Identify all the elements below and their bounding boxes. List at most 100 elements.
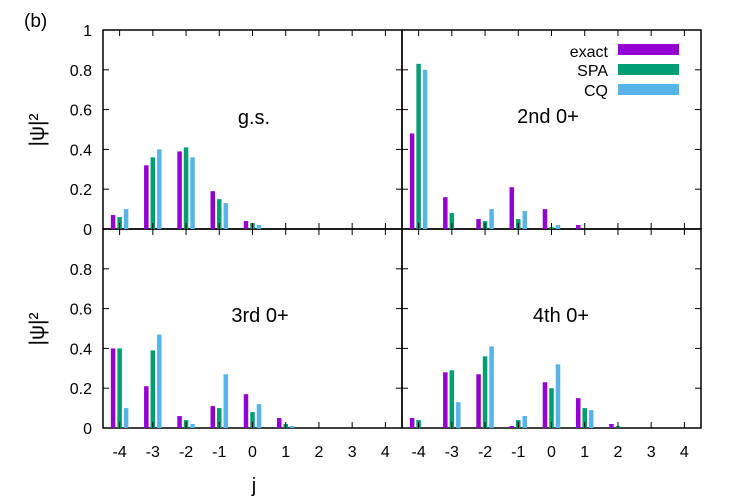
bar-3rd-0-cq-j1 bbox=[289, 426, 295, 428]
figure-label: (b) bbox=[24, 11, 47, 32]
bar-g-s-cq-j0 bbox=[256, 225, 262, 229]
bar-4th-0-cq-j-3 bbox=[456, 402, 461, 428]
x-tick-label-right-3: 3 bbox=[647, 444, 656, 461]
panel-title-g-s: g.s. bbox=[238, 107, 270, 129]
bar-2nd-0-cq-j0 bbox=[555, 225, 561, 229]
bar-4th-0-exact-j-3 bbox=[443, 372, 448, 428]
x-tick-label-right-4: 4 bbox=[680, 444, 689, 461]
legend-swatch-spa bbox=[618, 64, 679, 75]
bar-2nd-0-spa-j-4 bbox=[416, 63, 421, 229]
panel-title-3rd-0: 3rd 0+ bbox=[231, 305, 288, 327]
bar-4th-0-spa-j-2 bbox=[482, 356, 488, 428]
bar-2nd-0-spa-j-3 bbox=[449, 213, 455, 229]
bar-3rd-0-exact-j0 bbox=[243, 394, 249, 428]
bar-g-s-cq-j-4 bbox=[123, 209, 129, 229]
x-tick-label-left--1: -1 bbox=[212, 444, 226, 461]
y-tick-label-top-0.8: 0.8 bbox=[70, 63, 92, 80]
legend-label-spa: SPA bbox=[577, 63, 608, 80]
x-tick-label-left-3: 3 bbox=[348, 444, 357, 461]
x-tick-label-left-4: 4 bbox=[381, 444, 390, 461]
bar-4th-0-exact-j0 bbox=[542, 382, 548, 428]
bar-4th-0-cq-j-2 bbox=[489, 346, 494, 428]
bar-2nd-0-exact-j0 bbox=[542, 209, 548, 229]
bar-4th-0-cq-j-1 bbox=[522, 416, 528, 428]
bar-g-s-cq-j-1 bbox=[223, 203, 229, 229]
y-axis-label-bottom: |ψ|² bbox=[26, 313, 49, 346]
bar-g-s-exact-j-2 bbox=[177, 151, 182, 229]
bar-4th-0-spa-j0 bbox=[549, 388, 554, 428]
bar-4th-0-exact-j-4 bbox=[409, 418, 415, 428]
bar-g-s-exact-j-1 bbox=[210, 191, 216, 229]
bar-3rd-0-cq-j0 bbox=[256, 404, 262, 428]
x-tick-label-left--3: -3 bbox=[146, 444, 160, 461]
x-tick-label-right--2: -2 bbox=[478, 444, 492, 461]
bar-2nd-0-exact-j1 bbox=[575, 225, 581, 229]
bar-2nd-0-exact-j-1 bbox=[509, 187, 515, 229]
y-tick-label-bottom-0: 0 bbox=[83, 421, 92, 438]
bar-2nd-0-exact-j-2 bbox=[476, 219, 481, 229]
bar-4th-0-exact-j1 bbox=[575, 398, 581, 428]
x-tick-label-right--3: -3 bbox=[445, 444, 459, 461]
x-tick-label-left--4: -4 bbox=[112, 444, 126, 461]
y-tick-label-bottom-0.4: 0.4 bbox=[70, 341, 92, 358]
x-tick-label-right-1: 1 bbox=[580, 444, 589, 461]
y-tick-label-top-0: 0 bbox=[83, 222, 92, 239]
bar-2nd-0-cq-j-2 bbox=[489, 209, 494, 229]
bar-3rd-0-exact-j1 bbox=[276, 418, 282, 428]
y-tick-label-top-1: 1 bbox=[83, 23, 92, 40]
bar-3rd-0-exact-j-2 bbox=[177, 416, 182, 428]
legend-swatch-exact bbox=[618, 44, 679, 55]
bar-4th-0-exact-j2 bbox=[609, 424, 614, 428]
bar-g-s-spa-j-2 bbox=[183, 147, 189, 229]
bar-g-s-cq-j-2 bbox=[190, 157, 195, 229]
bar-2nd-0-cq-j-4 bbox=[422, 69, 428, 229]
y-tick-label-bottom-0.2: 0.2 bbox=[70, 381, 92, 398]
bar-3rd-0-cq-j-1 bbox=[223, 374, 229, 428]
bar-4th-0-cq-j0 bbox=[555, 364, 561, 428]
x-tick-label-right-2: 2 bbox=[613, 444, 622, 461]
bar-3rd-0-spa-j0 bbox=[250, 412, 255, 428]
bar-3rd-0-exact-j-4 bbox=[110, 348, 116, 428]
x-axis-label: j bbox=[251, 475, 256, 497]
x-tick-label-left-2: 2 bbox=[314, 444, 323, 461]
y-axis-label-top: |ψ|² bbox=[26, 114, 49, 147]
bar-3rd-0-cq-j-2 bbox=[190, 424, 195, 428]
legend: exact SPA CQ bbox=[570, 44, 679, 100]
bar-g-s-exact-j-3 bbox=[144, 165, 149, 229]
bar-4th-0-exact-j-1 bbox=[509, 426, 515, 428]
bar-2nd-0-exact-j-4 bbox=[409, 133, 415, 229]
x-tick-label-right-0: 0 bbox=[547, 444, 556, 461]
bar-g-s-spa-j-3 bbox=[150, 157, 156, 229]
bar-3rd-0-exact-j-3 bbox=[144, 386, 149, 428]
x-tick-label-left-0: 0 bbox=[248, 444, 257, 461]
bar-4th-0-cq-j1 bbox=[588, 410, 594, 428]
y-tick-label-bottom-0.6: 0.6 bbox=[70, 302, 92, 319]
bar-4th-0-spa-j1 bbox=[582, 408, 587, 428]
panel-title-2nd-0: 2nd 0+ bbox=[517, 106, 579, 128]
bar-4th-0-exact-j-2 bbox=[476, 374, 481, 428]
legend-label-exact: exact bbox=[570, 44, 609, 61]
legend-swatch-cq bbox=[618, 84, 679, 95]
chart-marks: g.s. 2nd 0+ 3rd 0+ 4th 0+ 0 0.2 0.4 0.6 0.8 1 0 0.2… bbox=[70, 23, 701, 461]
y-tick-label-bottom-0.8: 0.8 bbox=[70, 262, 92, 279]
x-tick-label-right--1: -1 bbox=[511, 444, 525, 461]
bar-3rd-0-spa-j-3 bbox=[150, 350, 156, 428]
x-tick-label-right--4: -4 bbox=[411, 444, 425, 461]
y-tick-label-top-0.4: 0.4 bbox=[70, 142, 92, 159]
bar-g-s-spa-j-1 bbox=[217, 199, 222, 229]
x-tick-label-left-1: 1 bbox=[281, 444, 290, 461]
bar-3rd-0-exact-j-1 bbox=[210, 406, 216, 428]
bar-3rd-0-cq-j-3 bbox=[157, 334, 162, 428]
bar-3rd-0-spa-j-4 bbox=[117, 348, 122, 428]
bar-2nd-0-exact-j-3 bbox=[443, 197, 448, 229]
bar-4th-0-spa-j-3 bbox=[449, 370, 455, 428]
bar-2nd-0-cq-j-1 bbox=[522, 211, 528, 229]
bar-3rd-0-spa-j-1 bbox=[217, 408, 222, 428]
x-tick-label-left--2: -2 bbox=[179, 444, 193, 461]
bar-g-s-exact-j-4 bbox=[110, 215, 116, 229]
panel-title-4th-0: 4th 0+ bbox=[533, 305, 589, 327]
bar-g-s-exact-j0 bbox=[243, 221, 249, 229]
y-tick-label-top-0.6: 0.6 bbox=[70, 103, 92, 120]
bar-3rd-0-cq-j-4 bbox=[123, 408, 129, 428]
